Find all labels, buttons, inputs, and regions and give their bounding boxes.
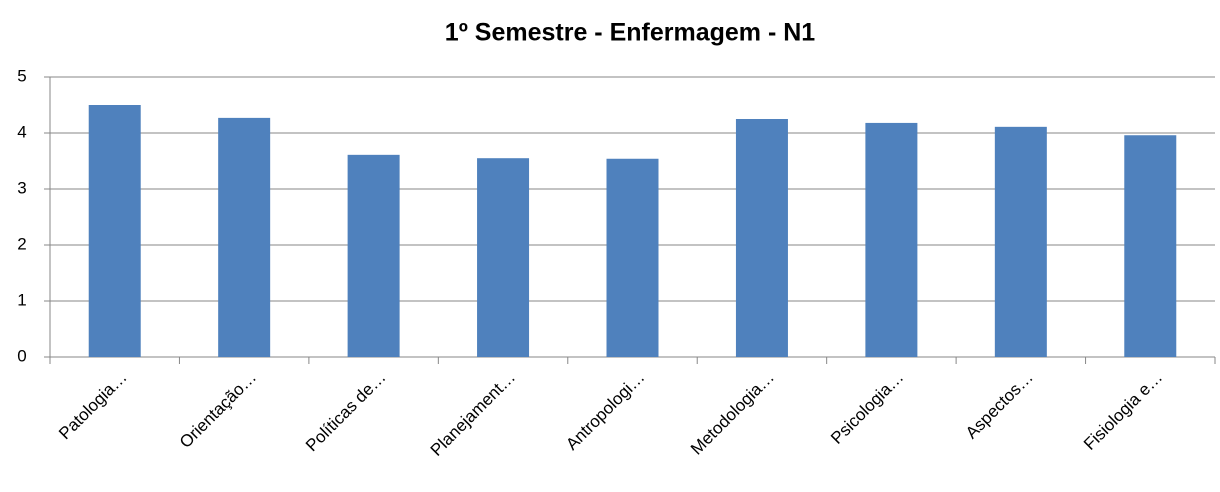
- bar: [88, 105, 141, 357]
- y-tick-label: 4: [17, 122, 26, 141]
- chart-title: 1º Semestre - Enfermagem - N1: [445, 19, 815, 47]
- x-tick-label: Metodologia…: [687, 368, 778, 459]
- x-tick-label: Aspectos…: [962, 368, 1037, 443]
- y-tick-label: 0: [17, 346, 26, 365]
- x-tick-label: Patologia…: [55, 368, 131, 444]
- bar: [865, 122, 918, 357]
- x-tick-label: Fisiologia e…: [1080, 368, 1166, 454]
- x-tick-label: Psicologia…: [827, 368, 907, 448]
- x-tick-label: Orientação…: [176, 368, 260, 452]
- x-tick-label: Antropologi…: [562, 368, 648, 454]
- bar: [994, 126, 1047, 357]
- y-tick-label: 3: [17, 178, 26, 197]
- x-tick-label: Políticas de…: [302, 368, 390, 456]
- bar: [477, 158, 530, 357]
- bar: [1124, 135, 1177, 357]
- x-tick-label: Planejament…: [427, 368, 519, 460]
- bar: [606, 158, 659, 357]
- y-tick-label: 2: [17, 234, 26, 253]
- bar: [347, 154, 400, 357]
- bar: [218, 117, 271, 357]
- bar: [735, 119, 788, 357]
- y-tick-label: 1: [17, 290, 26, 309]
- y-tick-label: 5: [17, 66, 26, 85]
